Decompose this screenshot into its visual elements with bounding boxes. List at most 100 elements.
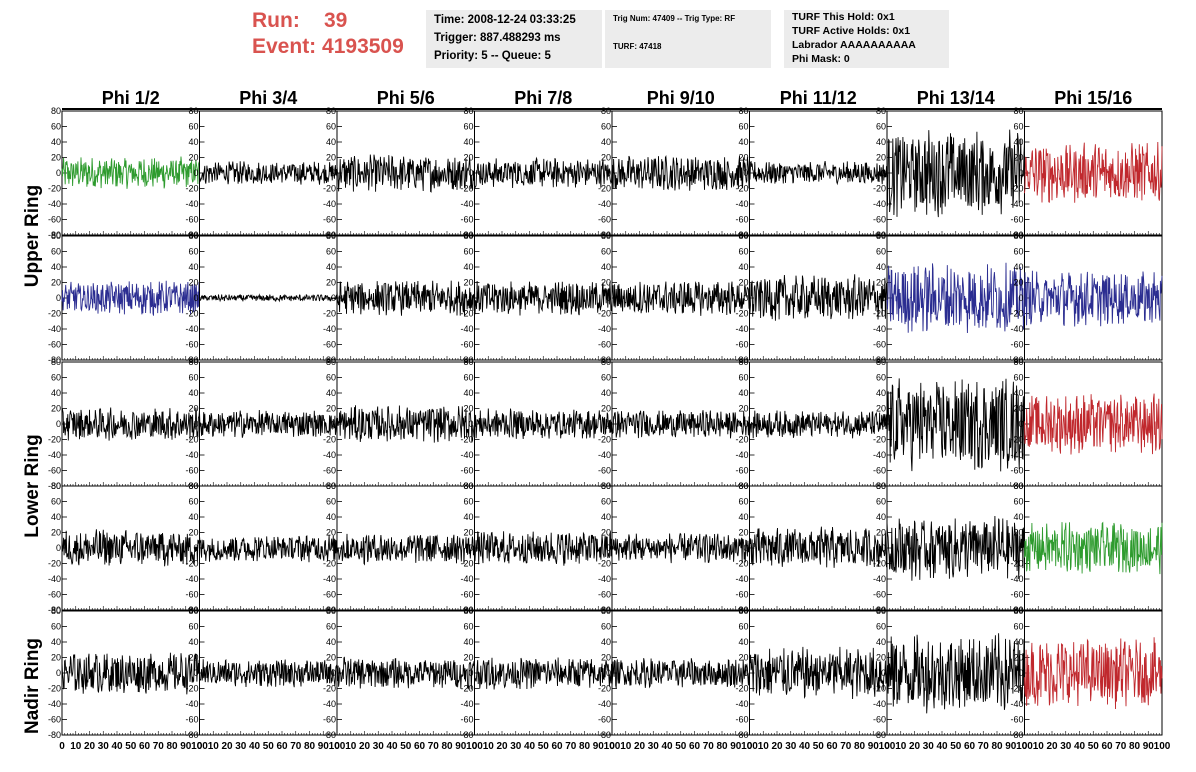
- y-tick-label: -20: [1010, 184, 1023, 194]
- y-tick-label: 40: [876, 388, 886, 398]
- y-tick-label: -60: [735, 340, 748, 350]
- y-tick-label: -80: [735, 355, 748, 365]
- y-tick-label: -40: [735, 699, 748, 709]
- y-tick-label: -80: [873, 730, 886, 740]
- y-tick-label: -20: [460, 309, 473, 319]
- y-tick-label: -40: [1010, 574, 1023, 584]
- y-tick-label: -40: [873, 199, 886, 209]
- y-tick-label: -80: [598, 730, 611, 740]
- x-tick-label: 70: [290, 741, 302, 752]
- y-tick-label: 40: [876, 637, 886, 647]
- y-tick-label: 20: [51, 528, 61, 538]
- y-tick-label: 60: [188, 497, 198, 507]
- x-tick-label: 30: [1060, 741, 1072, 752]
- y-tick-label: 0: [193, 543, 198, 553]
- waveform-trace: [749, 646, 888, 700]
- run-value: 39: [324, 9, 348, 32]
- y-tick-label: 20: [738, 528, 748, 538]
- y-tick-label: -20: [873, 309, 886, 319]
- waveform-trace: [1024, 637, 1163, 710]
- y-tick-label: -80: [873, 230, 886, 240]
- y-tick-label: -40: [735, 574, 748, 584]
- y-tick-label: 80: [463, 481, 473, 491]
- y-tick-label: 40: [51, 637, 61, 647]
- y-tick-label: -40: [735, 450, 748, 460]
- y-tick-label: -20: [48, 684, 61, 694]
- y-tick-label: -80: [1010, 605, 1023, 615]
- y-tick-label: 80: [1013, 606, 1023, 616]
- x-tick-label: 100: [1154, 741, 1171, 752]
- y-tick-label: 40: [876, 262, 886, 272]
- y-tick-label: 80: [1013, 481, 1023, 491]
- waveform-trace: [474, 156, 613, 189]
- y-tick-label: -20: [48, 435, 61, 445]
- y-tick-label: 60: [1013, 373, 1023, 383]
- x-tick-label: 90: [1005, 741, 1017, 752]
- y-tick-label: -60: [48, 715, 61, 725]
- x-tick-label: 90: [455, 741, 467, 752]
- y-tick-label: 0: [468, 419, 473, 429]
- x-tick-label: 80: [441, 741, 453, 752]
- y-tick-label: -80: [460, 230, 473, 240]
- y-tick-label: 20: [876, 528, 886, 538]
- y-tick-label: -60: [598, 590, 611, 600]
- event-label: Event:: [252, 35, 317, 58]
- y-tick-label: 80: [601, 606, 611, 616]
- x-tick-label: 60: [826, 741, 838, 752]
- y-tick-label: 60: [738, 122, 748, 132]
- y-tick-label: 60: [51, 247, 61, 257]
- y-tick-label: -20: [598, 684, 611, 694]
- y-tick-label: 80: [738, 481, 748, 491]
- y-tick-label: -60: [48, 590, 61, 600]
- y-tick-label: -20: [323, 684, 336, 694]
- x-tick-label: 60: [276, 741, 288, 752]
- x-tick-label: 20: [221, 741, 233, 752]
- x-tick-label: 100: [741, 741, 758, 752]
- waveform-trace: [611, 658, 750, 689]
- x-tick-label: 50: [400, 741, 412, 752]
- y-tick-label: -60: [873, 715, 886, 725]
- y-tick-label: -80: [873, 605, 886, 615]
- waveform-trace: [474, 657, 613, 690]
- y-tick-label: 40: [326, 512, 336, 522]
- y-tick-label: 20: [738, 404, 748, 414]
- y-tick-label: -40: [460, 574, 473, 584]
- y-tick-label: 0: [1018, 668, 1023, 678]
- column-header: Phi 3/4: [239, 88, 297, 108]
- y-tick-label: -40: [185, 574, 198, 584]
- y-tick-label: 80: [326, 606, 336, 616]
- y-tick-label: -20: [185, 309, 198, 319]
- y-tick-label: 80: [601, 357, 611, 367]
- column-header: Phi 7/8: [514, 88, 572, 108]
- y-tick-label: 40: [738, 137, 748, 147]
- waveform-trace: [611, 532, 750, 564]
- y-tick-label: -20: [460, 684, 473, 694]
- y-tick-label: 20: [1013, 278, 1023, 288]
- column-header: Phi 11/12: [780, 88, 857, 108]
- y-tick-label: 20: [1013, 528, 1023, 538]
- turf-info-box: TURF This Hold: 0x1 TURF Active Holds: 0…: [784, 10, 949, 68]
- y-tick-label: -80: [48, 355, 61, 365]
- y-tick-label: 60: [738, 497, 748, 507]
- y-tick-label: 80: [463, 357, 473, 367]
- x-tick-label: 50: [813, 741, 825, 752]
- waveform-trace: [474, 408, 613, 440]
- turf-text: TURF: 47418: [613, 42, 662, 51]
- y-tick-label: 0: [606, 168, 611, 178]
- y-tick-label: 0: [468, 668, 473, 678]
- x-tick-label: 90: [180, 741, 192, 752]
- y-tick-label: -20: [873, 435, 886, 445]
- x-tick-label: 70: [978, 741, 990, 752]
- y-tick-label: 20: [51, 278, 61, 288]
- y-tick-label: 40: [1013, 137, 1023, 147]
- y-tick-label: -40: [48, 699, 61, 709]
- x-tick-label: 30: [373, 741, 385, 752]
- y-tick-label: -80: [48, 230, 61, 240]
- waveform-trace: [886, 129, 1025, 218]
- y-tick-label: -20: [460, 184, 473, 194]
- y-tick-label: 40: [326, 137, 336, 147]
- x-tick-label: 20: [771, 741, 783, 752]
- x-tick-label: 30: [98, 741, 110, 752]
- y-tick-label: 80: [326, 357, 336, 367]
- y-tick-label: 0: [331, 419, 336, 429]
